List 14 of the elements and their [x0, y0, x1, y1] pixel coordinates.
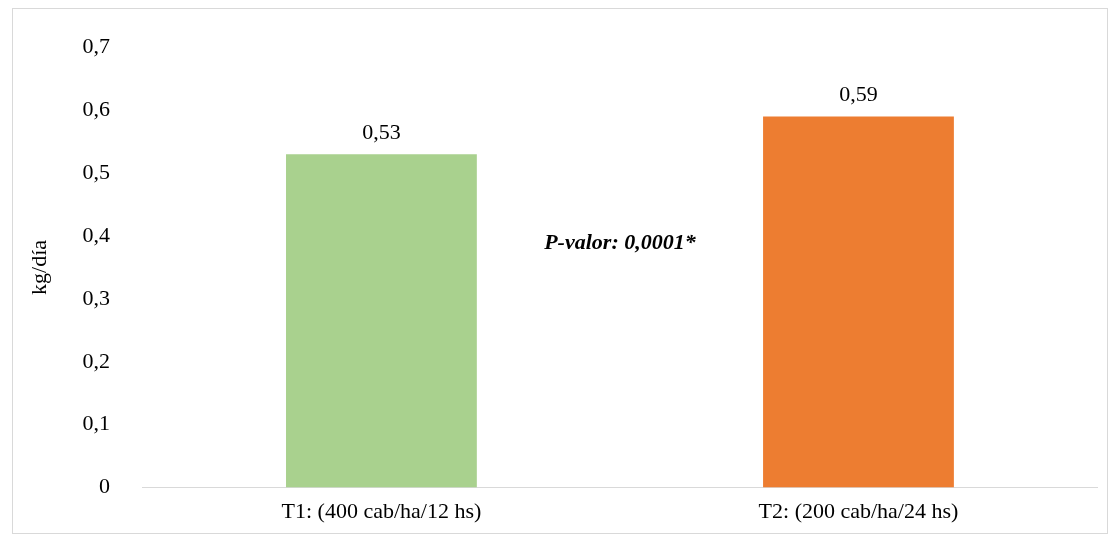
- y-tick-label: 0,6: [82, 95, 110, 121]
- x-tick-label: T2: (200 cab/ha/24 hs): [758, 497, 959, 523]
- y-tick-label: 0,3: [82, 284, 110, 310]
- data-label: 0,53: [362, 118, 401, 144]
- x-tick-label: T1: (400 cab/ha/12 hs): [281, 497, 482, 523]
- y-tick-label: 0: [98, 473, 110, 499]
- y-tick-label: 0,2: [82, 347, 110, 373]
- annotation: P-valor: 0,0001*: [543, 228, 697, 254]
- y-tick-label: 0,5: [82, 158, 110, 184]
- y-tick-label: 0,1: [82, 410, 110, 436]
- y-axis-title: kg/día: [25, 239, 51, 295]
- y-tick-label: 0,7: [82, 32, 110, 58]
- y-tick-label: 0,4: [82, 221, 110, 247]
- data-label: 0,59: [839, 81, 878, 107]
